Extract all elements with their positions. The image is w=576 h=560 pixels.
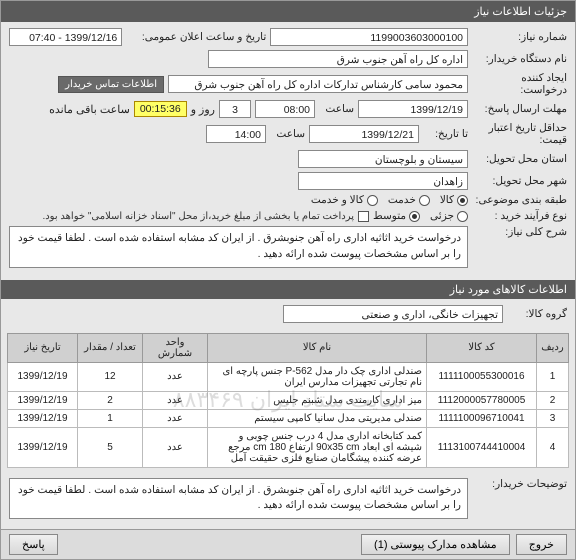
countdown-timer: 00:15:36	[134, 101, 187, 117]
creator-field: محمود سامی کارشناس تدارکات اداره کل راه …	[168, 75, 468, 93]
buyer-notes-field: درخواست خرید اثاثیه اداری راه آهن جنوبشر…	[9, 478, 468, 520]
deadline-date: 1399/12/19	[358, 100, 468, 118]
contact-buyer-button[interactable]: اطلاعات تماس خریدار	[58, 76, 164, 93]
table-cell: 1111100096710041	[427, 409, 537, 427]
items-table-wrap: سایت ستاد ایران ۸۸۳۴۶۹ ردیف کد کالا نام …	[1, 329, 575, 472]
col-qty: تعداد / مقدار	[78, 333, 143, 362]
radio-icon	[367, 195, 378, 206]
table-cell: 3	[537, 409, 569, 427]
table-cell: صندلی مدیریتی مدل سانیا کامپی سیستم	[208, 409, 427, 427]
need-info-form: شماره نیاز: 1199003603000100 تاریخ و ساع…	[1, 22, 575, 278]
until-label: تا تاریخ:	[423, 128, 468, 140]
reply-button[interactable]: پاسخ	[9, 534, 58, 555]
desc-field: درخواست خرید اثاثیه اداری راه آهن جنوبشر…	[9, 226, 468, 268]
table-cell: 1113100744410004	[427, 427, 537, 467]
col-unit: واحد شمارش	[143, 333, 208, 362]
table-cell: صندلی اداری چک دار مدل P-562 جنس پارچه ا…	[208, 362, 427, 391]
budget-opt-both[interactable]: کالا و خدمت	[311, 194, 378, 206]
table-cell: عدد	[143, 362, 208, 391]
table-cell: 1112000057780005	[427, 391, 537, 409]
table-cell: 1399/12/19	[8, 362, 78, 391]
exit-button[interactable]: خروج	[516, 534, 567, 555]
city-field: زاهدان	[298, 172, 468, 190]
budget-label: طبقه بندی موضوعی:	[472, 194, 567, 206]
buyer-org-field: اداره کل راه آهن جنوب شرق	[208, 50, 468, 68]
items-section-title: اطلاعات کالاهای مورد نیاز	[1, 280, 575, 299]
group-label: گروه کالا:	[507, 308, 567, 320]
announce-field: 1399/12/16 - 07:40	[9, 28, 122, 46]
budget-radio-group: کالا خدمت کالا و خدمت	[311, 194, 468, 206]
table-cell: 1	[78, 409, 143, 427]
table-row[interactable]: 21112000057780005میز اداری کارمندی مدل ش…	[8, 391, 569, 409]
group-field: تجهیزات خانگی، اداری و صنعتی	[283, 305, 503, 323]
radio-icon	[409, 211, 420, 222]
footer-bar: خروج مشاهده مدارک پیوستی (1) پاسخ	[1, 529, 575, 559]
table-cell: عدد	[143, 409, 208, 427]
budget-opt-service[interactable]: خدمت	[388, 194, 430, 206]
table-cell: 5	[78, 427, 143, 467]
table-cell: عدد	[143, 391, 208, 409]
validity-label: حداقل تاریخ اعتبار قیمت:	[472, 122, 567, 146]
deadline-label: مهلت ارسال پاسخ:	[472, 103, 567, 115]
items-table: ردیف کد کالا نام کالا واحد شمارش تعداد /…	[7, 333, 569, 468]
table-cell: 1399/12/19	[8, 409, 78, 427]
table-cell: 4	[537, 427, 569, 467]
table-cell: کمد کتابخانه اداری مدل 4 درب جنس چوبی و …	[208, 427, 427, 467]
creator-label: ایجاد کننده درخواست:	[472, 72, 567, 96]
table-cell: 1399/12/19	[8, 391, 78, 409]
day-word: روز و	[191, 103, 215, 116]
table-header-row: ردیف کد کالا نام کالا واحد شمارش تعداد /…	[8, 333, 569, 362]
hour-label: ساعت	[319, 103, 354, 115]
table-cell: 2	[537, 391, 569, 409]
table-row[interactable]: 31111100096710041صندلی مدیریتی مدل سانیا…	[8, 409, 569, 427]
budget-opt-goods[interactable]: کالا	[440, 194, 468, 206]
province-label: استان محل تحویل:	[472, 153, 567, 165]
table-cell: 2	[78, 391, 143, 409]
attachments-button[interactable]: مشاهده مدارک پیوستی (1)	[361, 534, 510, 555]
col-name: نام کالا	[208, 333, 427, 362]
process-note: پرداخت تمام یا بخشی از مبلغ خرید،از محل …	[42, 211, 354, 222]
window-title: جزئیات اطلاعات نیاز	[1, 1, 575, 22]
col-code: کد کالا	[427, 333, 537, 362]
col-date: تاریخ نیاز	[8, 333, 78, 362]
title-text: جزئیات اطلاعات نیاز	[474, 6, 567, 18]
announce-label: تاریخ و ساعت اعلان عمومی:	[126, 31, 266, 43]
process-opt-small[interactable]: جزئی	[430, 210, 468, 222]
radio-icon	[457, 195, 468, 206]
radio-icon	[457, 211, 468, 222]
process-radio-group: جزئی متوسط	[373, 210, 468, 222]
treasury-checkbox[interactable]	[358, 211, 369, 222]
table-row[interactable]: 41113100744410004کمد کتابخانه اداری مدل …	[8, 427, 569, 467]
process-opt-medium[interactable]: متوسط	[373, 210, 420, 222]
radio-icon	[419, 195, 430, 206]
process-label: نوع فرآیند خرید :	[472, 210, 567, 222]
col-index: ردیف	[537, 333, 569, 362]
deadline-time: 08:00	[255, 100, 315, 118]
table-cell: 1399/12/19	[8, 427, 78, 467]
hour-label-2: ساعت	[270, 128, 305, 140]
validity-date: 1399/12/21	[309, 125, 419, 143]
need-no-field: 1199003603000100	[270, 28, 468, 46]
buyer-notes-label: توضیحات خریدار:	[472, 478, 567, 490]
desc-label: شرح کلی نیاز:	[472, 226, 567, 238]
table-cell: 1	[537, 362, 569, 391]
buyer-org-label: نام دستگاه خریدار:	[472, 53, 567, 65]
days-remaining: 3	[219, 100, 251, 118]
remain-label: ساعت باقی مانده	[49, 103, 130, 116]
validity-time: 14:00	[206, 125, 266, 143]
table-row[interactable]: 11111100055300016صندلی اداری چک دار مدل …	[8, 362, 569, 391]
table-cell: میز اداری کارمندی مدل شبنم جلیس	[208, 391, 427, 409]
city-label: شهر محل تحویل:	[472, 175, 567, 187]
table-cell: 1111100055300016	[427, 362, 537, 391]
table-cell: عدد	[143, 427, 208, 467]
need-no-label: شماره نیاز:	[472, 31, 567, 43]
table-cell: 12	[78, 362, 143, 391]
province-field: سیستان و بلوچستان	[298, 150, 468, 168]
